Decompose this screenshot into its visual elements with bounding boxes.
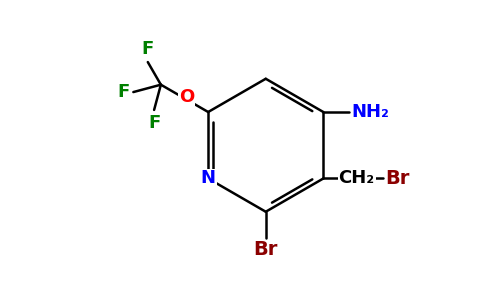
Text: F: F (142, 40, 154, 58)
Text: F: F (117, 83, 130, 101)
Text: NH₂: NH₂ (352, 103, 390, 121)
Text: N: N (201, 169, 216, 188)
Text: Br: Br (254, 240, 278, 259)
Text: F: F (148, 114, 160, 132)
Text: Br: Br (385, 169, 409, 188)
Text: O: O (179, 88, 194, 106)
Text: CH₂: CH₂ (338, 169, 375, 188)
